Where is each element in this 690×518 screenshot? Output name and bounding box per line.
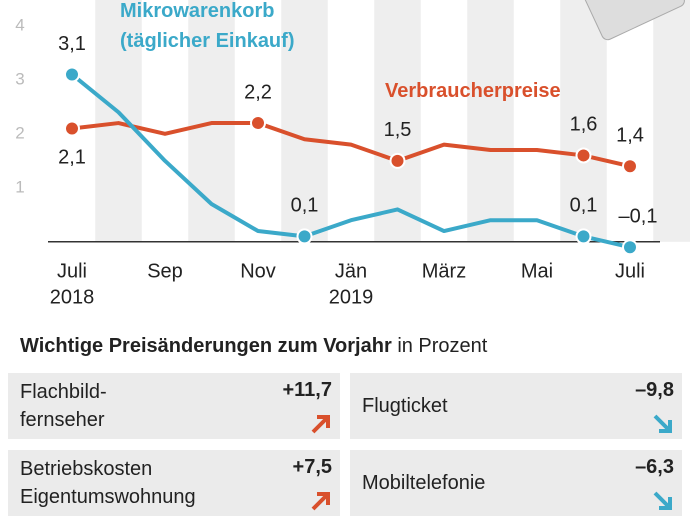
point (64, 120, 80, 137)
data-label: 1,4 (616, 125, 644, 147)
point (250, 115, 266, 132)
data-label: 1,6 (570, 114, 598, 136)
change-label: Betriebskosten Eigentumswohnung (20, 458, 196, 508)
trend-arrow (653, 414, 672, 433)
x-tick-label: Mai (521, 260, 553, 282)
x-tick-label: Jän (335, 260, 367, 282)
x-year-label: 2019 (329, 286, 374, 308)
x-tick-label: Juli (57, 260, 87, 282)
arrow-shape (311, 415, 330, 434)
trend-arrow (311, 492, 330, 511)
x-tick-label: März (422, 260, 466, 282)
stripe (95, 0, 142, 242)
change-label: Flachbild- fernseher (20, 381, 107, 431)
point (64, 66, 80, 83)
arrow-shape (653, 414, 672, 433)
point (622, 158, 638, 175)
stripe (560, 0, 607, 242)
change-value: +11,7 (282, 379, 332, 401)
change-item: Flugticket –9,8 (350, 373, 682, 439)
trend-arrow (653, 491, 672, 510)
data-label: 0,1 (291, 195, 319, 217)
arrow-shape (311, 492, 330, 511)
x-tick-label: Juli (615, 260, 645, 282)
change-item: Mobiltelefonie –6,3 (350, 450, 682, 516)
card-icon (583, 0, 685, 41)
legend-label: Verbraucherpreise (385, 80, 561, 102)
data-label: 2,2 (244, 81, 272, 103)
title-bold: Wichtige Preisänderungen zum Vorjahr (20, 335, 392, 357)
data-label: 3,1 (58, 33, 86, 55)
data-label: 0,1 (570, 195, 598, 217)
y-tick-label: 4 (15, 15, 24, 34)
stripe (374, 0, 421, 242)
y-tick-label: 1 (15, 177, 24, 196)
stripe (653, 0, 690, 242)
change-item: Betriebskosten Eigentumswohnung +7,5 (8, 450, 340, 516)
point (296, 228, 313, 245)
stripe (281, 0, 328, 242)
series-line (70, 72, 631, 250)
change-value: –6,3 (635, 456, 674, 478)
y-tick-label: 2 (15, 123, 24, 142)
series-line (71, 121, 631, 169)
change-value: –9,8 (635, 379, 674, 401)
arrow-shape (653, 491, 672, 510)
x-year-label: 2018 (50, 286, 95, 308)
data-label: 2,1 (58, 147, 86, 169)
data-label: 1,5 (384, 119, 412, 141)
trend-arrow (311, 415, 330, 434)
title-unit: in Prozent (397, 335, 488, 357)
section-title: Wichtige Preisänderungen zum Vorjahr in … (20, 335, 487, 358)
point (575, 147, 592, 164)
x-tick-label: Nov (240, 260, 276, 282)
y-tick-label: 3 (15, 69, 24, 88)
change-label: Mobiltelefonie (362, 472, 486, 494)
change-value: +7,5 (292, 456, 332, 478)
point (575, 228, 592, 245)
x-tick-label: Sep (147, 260, 183, 282)
chart: 1 2 3 4 Juli 2018 Sep Nov Jän 2019 März Mai Juli 2,1 2… (15, 0, 690, 308)
data-label: –0,1 (619, 205, 658, 227)
change-label: Flugticket (362, 395, 448, 417)
point (622, 239, 638, 256)
change-item: Flachbild- fernseher +11,7 (8, 373, 340, 439)
legend-label: Mikrowarenkorb (täglicher Einkauf) (120, 0, 295, 52)
point (389, 152, 406, 169)
stripe (467, 0, 514, 242)
